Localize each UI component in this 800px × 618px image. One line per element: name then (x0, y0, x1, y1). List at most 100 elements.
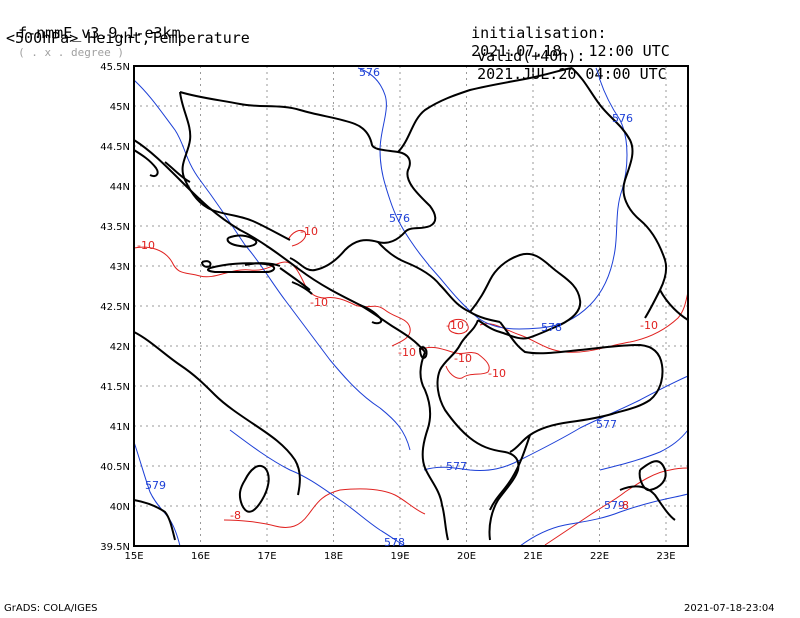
projection-note: ( . x . degree ) (18, 46, 125, 59)
height-contour-far-se (599, 429, 689, 471)
greece-coast (638, 460, 667, 492)
footer-credit: GrADS: COLA/IGES (4, 603, 98, 614)
temperature-label: -10 (137, 239, 155, 252)
macedonia-border (499, 321, 664, 453)
height-label: 576 (612, 112, 633, 125)
latitude-tick-label: 41N (110, 422, 130, 433)
longitude-tick-label: 22E (590, 551, 609, 562)
italy-heel (133, 331, 301, 496)
island-cres (133, 149, 159, 178)
kosovo-border (469, 252, 582, 340)
temperature-label: -10 (454, 352, 472, 365)
latitude-tick-label: 42.5N (100, 302, 130, 313)
height-label: 578 (384, 536, 405, 549)
greece-coast-2 (619, 485, 676, 521)
bulgaria-border (659, 289, 689, 321)
latitude-tick-label: 41.5N (100, 382, 130, 393)
longitude-labels: 15E 16E 17E 18E 19E 20E 21E 22E 23E (124, 551, 675, 562)
island-pag (164, 161, 191, 183)
model-title: f-nmmE_v3.9.1-e3km ( . x . degree ) (0, 6, 181, 60)
height-label: 578 (541, 321, 562, 334)
longitude-tick-label: 21E (523, 551, 542, 562)
peljesac (279, 267, 311, 291)
temperature-contours (133, 229, 689, 546)
init-label: initialisation: (471, 24, 607, 42)
temperature-label: -10 (488, 367, 506, 380)
latitude-tick-label: 44N (110, 182, 130, 193)
height-label: 577 (446, 460, 467, 473)
temperature-label: -10 (398, 346, 416, 359)
height-contour-577 (423, 375, 689, 471)
temp-contour-minus10-central (419, 346, 490, 379)
temperature-label: -10 (310, 296, 328, 309)
footer-timestamp: 2021-07-18-23:04 (684, 603, 775, 614)
longitude-tick-label: 20E (457, 551, 476, 562)
country-borders (133, 67, 689, 541)
latitude-tick-label: 40.5N (100, 462, 130, 473)
init-line: initialisation: 2021.07.18. 12:00 UTC (453, 6, 670, 60)
height-label: 576 (359, 66, 380, 79)
temp-contour-minus8-se (544, 467, 689, 546)
init-value: 2021.07.18. 12:00 UTC (471, 42, 670, 60)
longitude-tick-label: 18E (324, 551, 343, 562)
temp-contour-minus10-small (448, 318, 469, 335)
croatia-coast (133, 139, 426, 353)
height-contour-576-north (357, 67, 628, 330)
temp-contour-minus10-loop (287, 229, 307, 247)
level-title: <500hPa> Height,Temperature (6, 29, 250, 47)
serbia-east-border (571, 67, 668, 319)
height-label: 576 (389, 212, 410, 225)
latitude-tick-label: 45.5N (100, 62, 130, 73)
latitude-tick-label: 39.5N (100, 542, 130, 553)
graticule (134, 66, 688, 546)
map-frame (133, 65, 689, 547)
temperature-label: -10 (640, 319, 658, 332)
italy-south-coast (238, 464, 270, 513)
latitude-labels: 45.5N 45N 44.5N 44N 43.5N 43N 42.5N 42N 41.5N 41N… (100, 62, 130, 553)
latitude-tick-label: 43.5N (100, 222, 130, 233)
temperature-label: -10 (446, 319, 464, 332)
island-korcula (244, 262, 281, 267)
latitude-tick-label: 44.5N (100, 142, 130, 153)
height-contours (133, 67, 689, 547)
contour-labels: 576 576 576 578 577 577 579 578 579 -10 … (137, 66, 658, 549)
longitude-tick-label: 17E (257, 551, 276, 562)
latitude-tick-label: 45N (110, 102, 130, 113)
serbia-border-north (397, 67, 573, 153)
height-label: 577 (596, 418, 617, 431)
island-mljet (291, 281, 313, 295)
albania-east-border (436, 319, 520, 541)
longitude-tick-label: 19E (390, 551, 409, 562)
longitude-tick-label: 23E (656, 551, 675, 562)
island-brac (226, 234, 258, 248)
height-contour-south (229, 429, 406, 547)
latitude-tick-label: 42N (110, 342, 130, 353)
dubrovnik-coast (359, 304, 383, 325)
island-vis (201, 260, 212, 268)
height-label: 579 (604, 499, 625, 512)
temp-contour-minus8-south (223, 488, 426, 529)
shkoder-lake (419, 346, 428, 359)
temperature-label: -8 (230, 509, 241, 522)
height-contour-579-sw (133, 441, 181, 547)
longitude-tick-label: 15E (124, 551, 143, 562)
bosnia-border (179, 91, 437, 272)
italy-sw-coast (133, 499, 176, 541)
model-name: f-nmmE_v3.9.1-e3km (18, 24, 181, 42)
height-label: 579 (145, 479, 166, 492)
latitude-tick-label: 43N (110, 262, 130, 273)
temperature-label: -8 (618, 499, 629, 512)
island-hvar (206, 262, 276, 273)
height-contour-se (519, 493, 689, 547)
latitude-tick-label: 40N (110, 502, 130, 513)
serbia-montenegro-border (377, 241, 501, 323)
valid-line: valid(+40h): 2021.JUL.20 04:00 UTC (459, 29, 667, 83)
bosnia-north-border (179, 91, 291, 241)
temp-contour-minus10-west (133, 246, 411, 347)
longitude-tick-label: 16E (191, 551, 210, 562)
valid-label: valid(+40h): (477, 47, 586, 65)
albania-border (419, 351, 449, 541)
temperature-label: -10 (300, 225, 318, 238)
greece-border (489, 434, 531, 511)
